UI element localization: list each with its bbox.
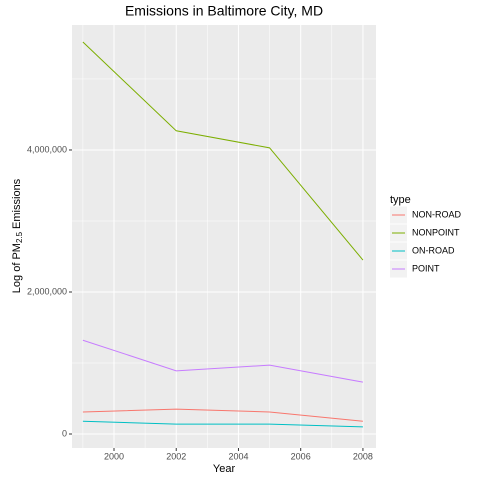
panel xyxy=(72,25,376,448)
y-axis-title-end: Emissions xyxy=(11,178,23,229)
x-tick-label: 2004 xyxy=(228,451,248,461)
legend-label: ON-ROAD xyxy=(412,245,455,255)
legend-label: NON-ROAD xyxy=(412,209,461,219)
legend-title: type xyxy=(390,194,411,206)
chart-title: Emissions in Baltimore City, MD xyxy=(125,3,323,19)
line xyxy=(82,420,363,428)
legend-label: POINT xyxy=(412,263,440,273)
x-tick-label: 2000 xyxy=(104,451,124,461)
line xyxy=(82,339,364,383)
x-tick-label: 2006 xyxy=(291,451,311,461)
x-tick-label: 2008 xyxy=(353,451,373,461)
legend-label: NONPOINT xyxy=(412,227,460,237)
y-tick-label: 4,000,000 xyxy=(27,144,67,154)
y-axis-title-sub: 2.5 xyxy=(15,231,24,243)
y-tick-label: 0 xyxy=(62,428,67,438)
y-axis-title: Log of PM2.5 Emissions xyxy=(11,178,24,293)
y-tick-label: 2,000,000 xyxy=(27,286,67,296)
y-axis-title-main: Log of PM xyxy=(11,243,23,293)
line xyxy=(82,408,363,422)
x-axis-title: Year xyxy=(213,463,236,475)
x-tick-label: 2002 xyxy=(166,451,186,461)
line xyxy=(82,41,364,261)
